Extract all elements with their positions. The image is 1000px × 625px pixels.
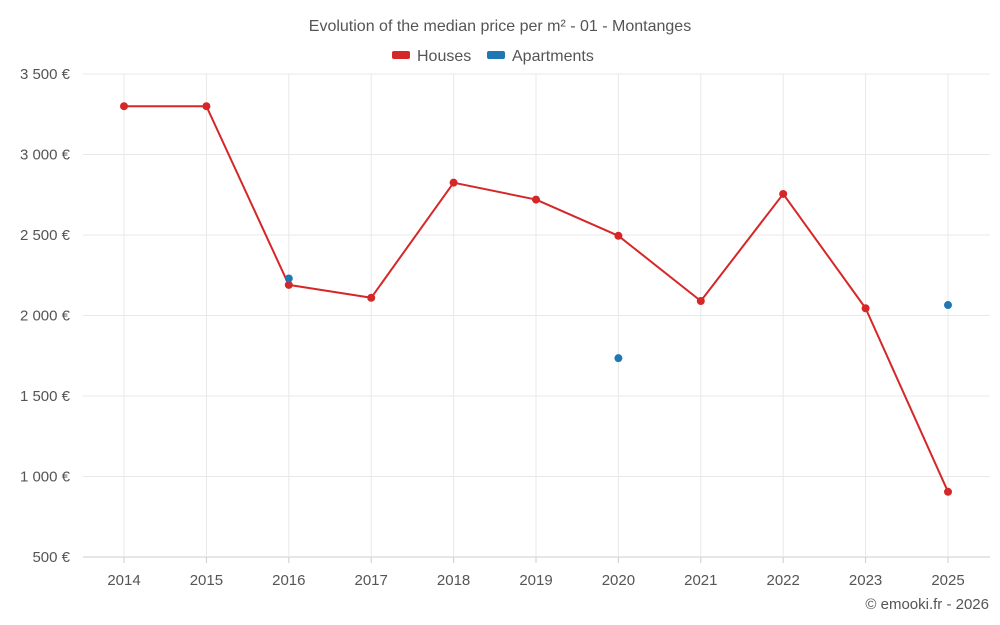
legend-item-houses[interactable]: Houses <box>392 48 471 65</box>
chart-title: Evolution of the median price per m² - 0… <box>309 18 691 35</box>
data-point-houses-2018[interactable] <box>449 178 458 187</box>
x-tick-label: 2021 <box>684 572 717 589</box>
data-point-apartments-2016[interactable] <box>284 274 293 283</box>
data-point-houses-2022[interactable] <box>779 189 788 198</box>
data-point-houses-2023[interactable] <box>861 304 870 313</box>
x-tick-label: 2017 <box>355 572 388 589</box>
y-tick-label: 500 € <box>32 549 70 566</box>
data-point-houses-2016[interactable] <box>284 280 293 289</box>
data-point-houses-2021[interactable] <box>696 297 705 306</box>
data-point-houses-2019[interactable] <box>532 195 540 204</box>
x-tick-label: 2022 <box>767 572 800 589</box>
legend-label-houses: Houses <box>417 48 471 65</box>
data-point-apartments-2020[interactable] <box>614 354 623 363</box>
x-tick-label: 2023 <box>849 572 882 589</box>
series-layer <box>120 102 952 496</box>
data-point-houses-2020[interactable] <box>614 231 623 240</box>
x-axis-labels: 2014 2015 2016 2017 2018 2019 2020 2021 2022 2023… <box>107 572 964 589</box>
data-point-apartments-2025[interactable] <box>944 301 952 310</box>
x-tick-label: 2014 <box>107 572 140 589</box>
y-tick-label: 3 000 € <box>20 147 71 164</box>
legend-label-apartments: Apartments <box>512 48 594 65</box>
y-tick-label: 1 000 € <box>20 469 71 486</box>
series-houses <box>120 102 952 496</box>
legend-item-apartments[interactable]: Apartments <box>487 48 594 65</box>
y-tick-label: 2 000 € <box>20 308 71 325</box>
grid <box>83 73 990 563</box>
data-point-houses-2014[interactable] <box>120 102 128 111</box>
y-axis-labels: 500 € 1 000 € 1 500 € 2 000 € 2 500 € 3 000 €… <box>20 66 71 566</box>
legend-swatch-apartments <box>487 51 505 59</box>
legend-swatch-houses <box>392 51 410 59</box>
y-tick-label: 1 500 € <box>20 388 71 405</box>
x-tick-label: 2025 <box>931 572 964 589</box>
data-point-houses-2025[interactable] <box>944 487 952 496</box>
data-point-houses-2015[interactable] <box>202 102 211 111</box>
credit-text: © emooki.fr - 2026 <box>865 596 989 613</box>
x-tick-label: 2020 <box>602 572 635 589</box>
series-apartments <box>284 274 952 363</box>
data-point-houses-2017[interactable] <box>367 293 376 302</box>
x-tick-label: 2019 <box>519 572 552 589</box>
legend: Houses Apartments <box>392 48 594 65</box>
x-tick-label: 2018 <box>437 572 470 589</box>
x-tick-label: 2016 <box>272 572 305 589</box>
y-tick-label: 2 500 € <box>20 227 71 244</box>
y-tick-label: 3 500 € <box>20 66 71 83</box>
x-tick-label: 2015 <box>190 572 223 589</box>
